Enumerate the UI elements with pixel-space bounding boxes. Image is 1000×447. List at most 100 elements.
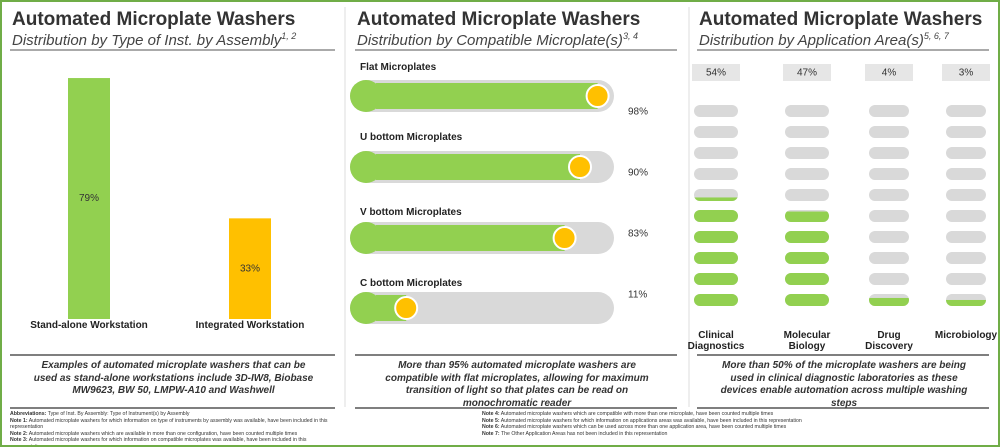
pill [869,273,909,285]
note-text: Automated microplate washers which are a… [28,430,298,437]
category-label: Microbiology [934,330,998,341]
chart-subtitle: Distribution by Application Area(s)5, 6,… [699,31,949,49]
fill-level [869,297,909,306]
category-label: Clinical Diagnostics [687,330,745,352]
note-label: Note 1: [10,417,28,424]
note: Note 2: Automated microplate washers whi… [10,431,330,438]
pill [946,168,986,180]
pill [946,252,986,264]
value-box [942,64,990,81]
note: Note 7: The Other Application Areas has … [482,431,822,438]
pill [869,147,909,159]
fill-level [785,211,829,306]
subtitle-superscript: 3, 4 [622,31,638,41]
bar-start-cap [350,80,382,112]
pill [869,189,909,201]
chart-title: Automated Microplate Washers [12,9,296,30]
pill [946,105,986,117]
bar [68,78,110,319]
bar-end-marker [568,155,592,179]
note-text: The Other Application Areas has not been… [500,430,668,437]
note-text: Automated microplate washers for which i… [500,417,802,424]
pill [946,231,986,243]
fill-level [694,197,738,306]
value-label: 11% [628,290,647,301]
value-label: 54% [706,68,726,79]
bar [376,154,580,180]
category-label: V bottom Microplates [360,207,462,218]
pill [869,105,909,117]
note: Note 5: Automated microplate washers for… [482,418,822,425]
subtitle-superscript: 1, 2 [281,31,297,41]
pill [785,189,829,201]
note: Abbreviations: Type of Inst. By Assembly… [10,411,330,418]
value-label: 3% [959,68,974,79]
note-label: Note 2: [10,430,28,437]
chart-caption: More than 50% of the microplate washers … [720,360,968,409]
chart-subtitle: Distribution by Compatible Microplate(s)… [357,31,638,49]
value-box [783,64,831,81]
note-label: Note 5: [482,417,500,424]
pill [869,231,909,243]
pill [869,252,909,264]
bar [376,225,565,251]
value-label: 79% [79,193,99,204]
pill [869,126,909,138]
category-label: Flat Microplates [360,62,437,73]
pill [785,168,829,180]
chart-subtitle: Distribution by Type of Inst. by Assembl… [12,31,296,49]
note: Note 6: Automated microplate washers whi… [482,424,822,431]
category-label: C bottom Microplates [360,278,463,289]
bar [376,83,598,109]
value-label: 83% [628,229,648,240]
pill [694,147,738,159]
bar-end-marker [552,226,577,250]
pill [869,210,909,222]
value-label: 4% [882,68,897,79]
notes: Abbreviations: Type of Inst. By Assembly… [10,411,330,447]
pill [785,147,829,159]
note-label: Note 7: [482,430,500,437]
note: Note 3: Automated microplate washers for… [10,437,330,447]
note-text: Automated microplate washers which are c… [500,411,774,417]
pill [694,168,738,180]
note-text: Type of Inst. By Assembly: Type of Instr… [47,411,190,417]
subtitle-superscript: 5, 6, 7 [923,31,949,41]
pill [869,168,909,180]
bar-end-marker [394,296,419,320]
pill [694,126,738,138]
bar-start-cap [350,292,382,324]
subtitle-text: Distribution by Type of Inst. by Assembl… [12,32,282,49]
chart-caption: More than 95% automated microplate washe… [385,360,649,409]
category-label: Integrated Workstation [195,320,305,331]
value-label: 98% [628,107,648,118]
category-label: Stand-alone Workstation [30,320,148,331]
subtitle-text: Distribution by Compatible Microplate(s) [357,32,623,49]
notes: Note 4: Automated microplate washers whi… [482,411,822,437]
pill [694,105,738,117]
note-text: Automated microplate washers which can b… [500,424,787,431]
note-text: Automated microplate washers for which i… [10,437,307,447]
note-label: Abbreviations: [10,411,47,417]
note-label: Note 4: [482,411,500,417]
value-box [692,64,740,81]
category-label: Molecular Biology [783,330,831,352]
chart-title: Automated Microplate Washers [699,9,983,30]
subtitle-text: Distribution by Application Area(s) [699,32,924,49]
value-label: 47% [797,68,817,79]
bar-track [350,292,614,324]
note-label: Note 6: [482,424,500,431]
bar-end-marker [585,84,610,108]
fill-level [946,299,986,306]
pill [946,126,986,138]
bar-start-cap [350,222,382,254]
pill [785,126,829,138]
pill [785,105,829,117]
chart-caption: Examples of automated microplate washers… [33,360,314,396]
pill [946,210,986,222]
bar [229,218,271,319]
value-label: 33% [240,263,260,274]
pill [946,147,986,159]
